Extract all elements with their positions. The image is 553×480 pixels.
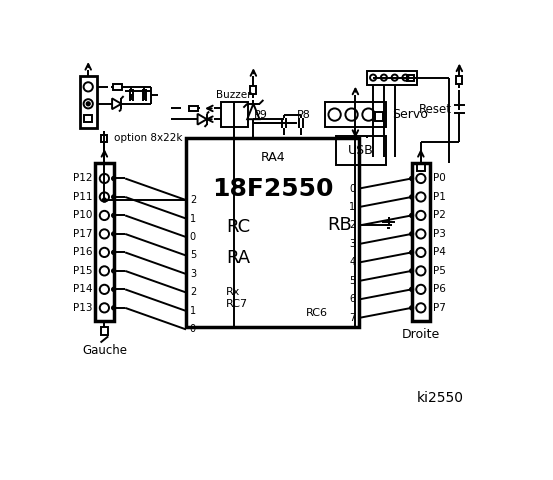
Text: 3: 3 (190, 269, 196, 279)
Text: USB: USB (348, 144, 374, 157)
Circle shape (410, 214, 414, 217)
Circle shape (112, 232, 116, 236)
Text: P9: P9 (254, 109, 268, 120)
Text: 3: 3 (349, 239, 356, 249)
Circle shape (112, 288, 116, 291)
Text: P10: P10 (72, 210, 92, 220)
Circle shape (410, 177, 414, 180)
Text: 2: 2 (349, 220, 356, 230)
Text: 0: 0 (349, 183, 356, 193)
Text: RB: RB (327, 216, 352, 234)
Text: RA: RA (226, 249, 250, 267)
Text: P8: P8 (297, 109, 311, 120)
Circle shape (410, 269, 414, 273)
Text: P13: P13 (72, 303, 92, 313)
Bar (80, 76, 97, 129)
Circle shape (410, 306, 414, 310)
Text: P3: P3 (433, 229, 446, 239)
Circle shape (112, 251, 116, 254)
Bar (456, 76, 462, 84)
Text: 4: 4 (349, 257, 356, 267)
Bar (186, 138, 359, 327)
Text: RC7: RC7 (226, 299, 248, 309)
Text: P0: P0 (433, 173, 446, 183)
Bar (189, 106, 198, 111)
Circle shape (112, 177, 116, 180)
Bar (101, 327, 108, 335)
Text: 2: 2 (190, 195, 196, 205)
Text: P12: P12 (72, 173, 92, 183)
Text: option 8x22k: option 8x22k (113, 133, 182, 144)
Text: RC6: RC6 (306, 308, 328, 318)
Text: P6: P6 (433, 284, 446, 294)
Bar (101, 134, 107, 142)
Circle shape (112, 195, 116, 199)
Text: P1: P1 (433, 192, 446, 202)
Text: ki2550: ki2550 (416, 391, 463, 405)
Text: 7: 7 (349, 313, 356, 323)
Text: 1: 1 (349, 202, 356, 212)
Bar (85, 115, 92, 122)
Text: P4: P4 (433, 247, 446, 257)
Text: Gauche: Gauche (82, 344, 127, 357)
Bar (95, 163, 113, 321)
Bar (325, 102, 386, 127)
Text: 1: 1 (190, 306, 196, 316)
Text: RA4: RA4 (260, 151, 285, 164)
Circle shape (410, 232, 414, 236)
Text: 18F2550: 18F2550 (212, 177, 333, 201)
Text: P17: P17 (72, 229, 92, 239)
Text: P11: P11 (72, 192, 92, 202)
Text: Servo: Servo (393, 108, 428, 121)
Bar (336, 136, 386, 166)
Text: 0: 0 (190, 324, 196, 335)
Circle shape (86, 102, 90, 106)
Text: P16: P16 (72, 247, 92, 257)
Bar (411, 163, 430, 321)
Text: 0: 0 (190, 232, 196, 242)
Bar (367, 71, 417, 84)
Text: 6: 6 (349, 294, 356, 304)
Bar (407, 74, 414, 82)
Text: P7: P7 (433, 303, 446, 313)
Circle shape (410, 288, 414, 291)
Bar (251, 86, 257, 94)
Bar (221, 102, 248, 127)
Text: P15: P15 (72, 266, 92, 276)
Text: Rx: Rx (226, 288, 241, 298)
Text: 2: 2 (190, 288, 196, 298)
Circle shape (410, 251, 414, 254)
Circle shape (410, 195, 414, 199)
Bar (417, 163, 425, 171)
Circle shape (112, 214, 116, 217)
Text: Reset: Reset (419, 103, 452, 116)
Circle shape (112, 269, 116, 273)
Text: RC: RC (226, 218, 250, 236)
Text: Droite: Droite (401, 328, 440, 341)
Text: P5: P5 (433, 266, 446, 276)
Text: 5: 5 (190, 251, 196, 261)
Text: P14: P14 (72, 284, 92, 294)
Text: P2: P2 (433, 210, 446, 220)
Bar (113, 84, 122, 90)
Text: 5: 5 (349, 276, 356, 286)
Bar (375, 111, 383, 121)
Text: 1: 1 (190, 214, 196, 224)
Text: Buzzer: Buzzer (216, 90, 252, 99)
Circle shape (112, 306, 116, 310)
Circle shape (102, 198, 106, 202)
